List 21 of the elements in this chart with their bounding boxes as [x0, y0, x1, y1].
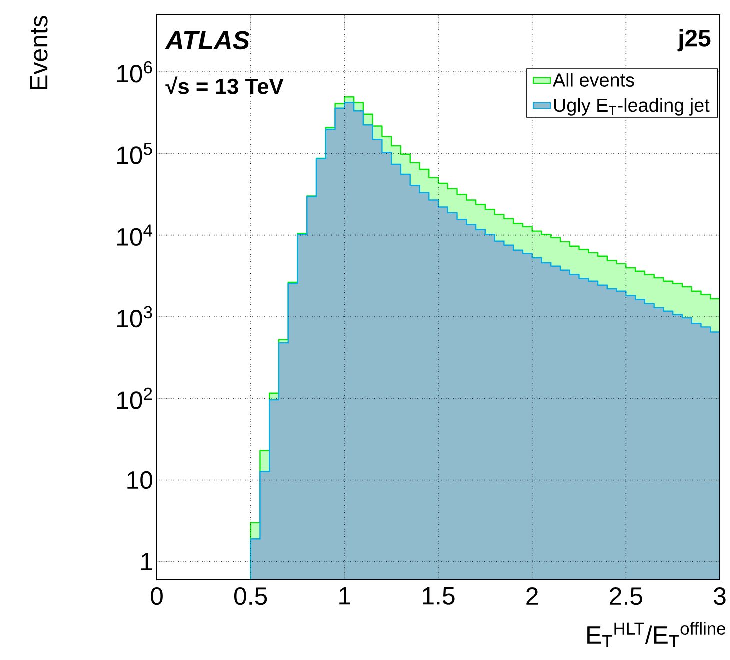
x-tick-label: 3: [714, 588, 726, 606]
y-tick-label: 10$^{3}$: [117, 306, 152, 328]
y-tick-label: 10$^{4}$: [117, 224, 152, 246]
legend-label: All events: [553, 73, 634, 87]
x-tick-label: 0.5: [234, 588, 268, 606]
x-tick-label: 2: [526, 588, 538, 605]
x-tick-label: 0: [151, 588, 163, 606]
annotation: ATLAS: [165, 31, 250, 50]
x-tick-label: 1.5: [423, 588, 455, 605]
y-axis-title: Events: [30, 16, 48, 90]
x-tick-label: 2.5: [610, 588, 642, 606]
annotation: √s = 13 TeV: [166, 76, 284, 94]
y-tick-label: 10: [128, 471, 152, 490]
y-tick-label: 10$^{5}$: [117, 143, 152, 164]
legend-label: Ugly E$_{T}$-leading jet: [554, 98, 710, 116]
y-tick-label: 1: [142, 553, 152, 570]
annotation: j25: [678, 29, 711, 52]
y-tick-label: 10$^{2}$: [117, 388, 152, 410]
x-tick-label: 1: [340, 588, 350, 605]
y-tick-label: 10$^{6}$: [117, 61, 152, 83]
x-axis-title: E$_{T}$$^{HLT}$/E$_{T}$offline: [588, 622, 726, 648]
